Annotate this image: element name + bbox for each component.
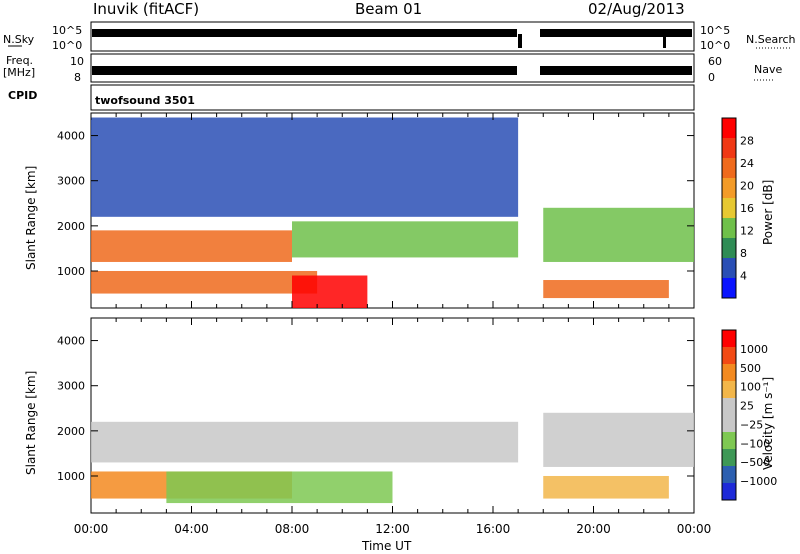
vel-cbar-tick-2: 100 xyxy=(740,381,761,394)
velocity-colorbar-label: Velocity [m s⁻¹] xyxy=(761,377,775,470)
power-cbar-tick-2: 20 xyxy=(740,180,754,193)
velocity-band-4 xyxy=(543,475,669,499)
vel-cbar-swatch-3 xyxy=(722,381,736,399)
vel-cbar-tick-3: 25 xyxy=(740,400,754,413)
cpid-label: CPID xyxy=(8,89,37,102)
nave-tick-bottom: 0 xyxy=(708,71,715,84)
vel-cbar-swatch-8 xyxy=(722,466,736,484)
velocity-ytick-2000: 2000 xyxy=(57,425,85,438)
nsearch-label: N.Search xyxy=(746,33,796,46)
vel-cbar-tick-7: −1000 xyxy=(740,475,777,488)
vel-cbar-swatch-4 xyxy=(722,398,736,416)
xlabel: Time UT xyxy=(361,539,412,553)
power-cbar-tick-4: 12 xyxy=(740,225,754,238)
power-band-6 xyxy=(91,117,519,217)
nsky-trace xyxy=(92,29,517,37)
nsky-trace-2 xyxy=(540,29,692,37)
power-band-5 xyxy=(543,280,669,299)
xtick-1: 04:00 xyxy=(174,522,209,536)
cpid-panel xyxy=(90,84,695,111)
freq-tick-top: 10 xyxy=(70,55,84,68)
nsky-gap-2 xyxy=(663,34,666,48)
vel-cbar-tick-1: 500 xyxy=(740,362,761,375)
velocity-band-3 xyxy=(543,412,694,467)
velocity-ytick-1000: 1000 xyxy=(57,470,85,483)
xtick-6: 00:00 xyxy=(677,522,712,536)
vel-cbar-swatch-7 xyxy=(722,449,736,467)
velocity-panel xyxy=(90,317,695,514)
xtick-4: 16:00 xyxy=(476,522,511,536)
power-colorbar-label: Power [dB] xyxy=(761,180,775,245)
vel-cbar-swatch-6 xyxy=(722,432,736,450)
velocity-ytick-3000: 3000 xyxy=(57,380,85,393)
power-cbar-swatch-8 xyxy=(722,278,736,299)
power-band-1 xyxy=(292,275,368,308)
power-ytick-4000: 4000 xyxy=(57,130,85,143)
vel-cbar-swatch-0 xyxy=(722,330,736,348)
nsky-panel xyxy=(90,21,695,52)
power-cbar-swatch-1 xyxy=(722,138,736,159)
power-cbar-swatch-0 xyxy=(722,118,736,139)
velocity-ytick-4000: 4000 xyxy=(57,335,85,348)
xtick-3: 12:00 xyxy=(375,522,410,536)
vel-cbar-tick-0: 1000 xyxy=(740,343,768,356)
xtick-2: 08:00 xyxy=(275,522,310,536)
power-band-4 xyxy=(543,207,694,262)
power-cbar-tick-5: 8 xyxy=(740,247,747,260)
station-title: Inuvik (fitACF) xyxy=(93,0,200,18)
cpid-value: twofsound 3501 xyxy=(95,94,195,107)
beam-title: Beam 01 xyxy=(355,0,423,18)
vel-cbar-swatch-1 xyxy=(722,347,736,365)
vel-cbar-swatch-5 xyxy=(722,415,736,433)
date-title: 02/Aug/2013 xyxy=(588,0,685,18)
freq-tick-bottom: 8 xyxy=(74,71,81,84)
power-ytick-3000: 3000 xyxy=(57,175,85,188)
nave-tick-top: 60 xyxy=(708,55,722,68)
nsky-tick-bottom: 10^0 xyxy=(52,39,82,52)
freq-panel xyxy=(90,53,695,83)
power-band-0 xyxy=(91,270,318,294)
freq-label: Freq. xyxy=(6,54,33,67)
power-band-3 xyxy=(292,221,519,258)
nsky-tick-top: 10^5 xyxy=(52,24,82,37)
power-cbar-tick-0: 28 xyxy=(740,135,754,148)
power-cbar-tick-1: 24 xyxy=(740,157,754,170)
vel-cbar-swatch-9 xyxy=(722,483,736,501)
velocity-band-1 xyxy=(166,471,393,504)
ylabel-power: Slant Range [km] xyxy=(24,166,38,270)
power-cbar-tick-6: 4 xyxy=(740,270,747,283)
nsky-right-tick-top: 10^5 xyxy=(700,24,730,37)
nsky-gap xyxy=(518,34,522,48)
xtick-0: 00:00 xyxy=(74,522,109,536)
ylabel-velocity: Slant Range [km] xyxy=(24,371,38,475)
power-cbar-swatch-6 xyxy=(722,238,736,259)
nsky-right-tick-bottom: 10^0 xyxy=(700,39,730,52)
vel-cbar-tick-6: −500 xyxy=(740,456,770,469)
power-cbar-swatch-7 xyxy=(722,258,736,279)
velocity-band-2 xyxy=(91,421,519,463)
power-cbar-tick-3: 16 xyxy=(740,202,754,215)
vel-cbar-swatch-2 xyxy=(722,364,736,382)
power-ytick-2000: 2000 xyxy=(57,220,85,233)
power-cbar-swatch-3 xyxy=(722,178,736,199)
power-cbar-swatch-5 xyxy=(722,218,736,239)
nsky-label: N.Sky xyxy=(3,33,35,46)
velocity-colorbar: 1000 500 100 25 −25 −100 −500 −1000 xyxy=(721,329,777,501)
power-cbar-swatch-4 xyxy=(722,198,736,219)
power-panel xyxy=(90,112,695,309)
freq-trace-2 xyxy=(540,66,692,75)
vel-cbar-tick-4: −25 xyxy=(740,418,763,431)
freq-unit: [MHz] xyxy=(3,66,35,79)
power-band-2 xyxy=(91,230,292,262)
power-colorbar: 28 24 20 16 12 8 4 xyxy=(721,117,754,299)
nave-label: Nave xyxy=(754,63,782,76)
xtick-5: 20:00 xyxy=(576,522,611,536)
power-ytick-1000: 1000 xyxy=(57,265,85,278)
power-cbar-swatch-2 xyxy=(722,158,736,179)
freq-trace xyxy=(92,66,517,75)
vel-cbar-tick-5: −100 xyxy=(740,437,770,450)
